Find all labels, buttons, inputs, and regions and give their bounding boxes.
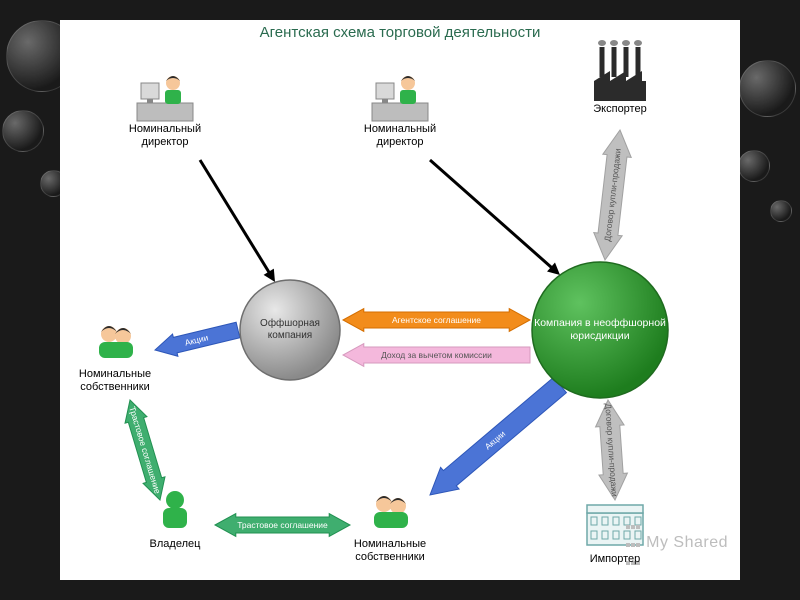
label-owner: Владелец — [120, 538, 230, 551]
bubble-decoration — [739, 60, 796, 117]
watermark-text: My Shared — [646, 534, 728, 552]
bubble-decoration — [738, 150, 770, 182]
arrow-trust-bot: Трастовое соглашение — [215, 514, 350, 537]
slide-background: Агентская схема торговой деятельности Аг… — [0, 0, 800, 600]
arrow-d1-to-off — [195, 157, 280, 285]
node-label-offshore: Оффшорная компания — [240, 280, 340, 380]
icon-owner — [163, 491, 187, 528]
diagram-canvas: Агентская схема торговой деятельности Аг… — [60, 20, 740, 580]
arrow-export-contract: Договор купли-продажи — [591, 128, 634, 261]
icon-exporter — [594, 40, 646, 101]
svg-text:Доход за вычетом комиссии: Доход за вычетом комиссии — [381, 350, 492, 360]
icon-nomowners1 — [99, 326, 133, 358]
arrow-d2-to-non — [426, 156, 564, 280]
label-exporter: Экспортер — [565, 103, 675, 116]
arrow-import-contract: Договор купли-продажи — [594, 399, 630, 501]
icon-nomowners2 — [374, 496, 408, 528]
arrow-income: Доход за вычетом комиссии — [343, 344, 530, 367]
svg-text:Трастовое соглашение: Трастовое соглашение — [127, 405, 163, 495]
label-director2: Номинальный директор — [345, 123, 455, 148]
bubble-decoration — [2, 110, 44, 152]
bubble-decoration — [770, 200, 792, 222]
label-importer: Импортер — [560, 553, 670, 566]
arrow-agency: Агентское соглашение — [343, 309, 530, 332]
svg-text:Трастовое соглашение: Трастовое соглашение — [237, 520, 328, 530]
node-label-nonoffshore: Компания в неоффшорной юрисдикции — [532, 262, 668, 398]
arrow-shares2: Акции — [421, 374, 569, 506]
label-director1: Номинальный директор — [110, 123, 220, 148]
icon-director2 — [372, 76, 428, 121]
arrow-shares1: Акции — [152, 319, 240, 361]
label-nomowners2: Номинальные собственники — [335, 538, 445, 563]
label-nomowners1: Номинальные собственники — [60, 368, 170, 393]
icon-director1 — [137, 76, 193, 121]
arrow-trust-left: Трастовое соглашение — [119, 397, 171, 504]
svg-text:Агентское соглашение: Агентское соглашение — [392, 315, 481, 325]
